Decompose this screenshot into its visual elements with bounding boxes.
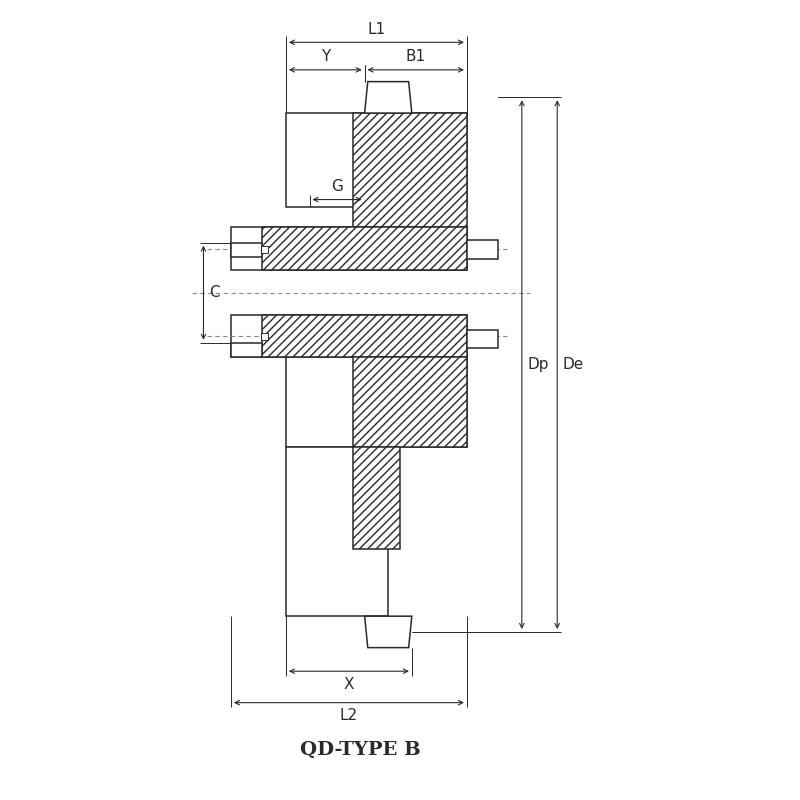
- Text: QD-TYPE B: QD-TYPE B: [300, 741, 421, 759]
- Bar: [286, 357, 467, 447]
- Bar: [467, 240, 498, 258]
- Bar: [262, 315, 467, 357]
- Text: Y: Y: [321, 50, 330, 64]
- Bar: [231, 315, 467, 357]
- Bar: [231, 242, 262, 257]
- Text: L1: L1: [367, 22, 386, 37]
- Bar: [261, 246, 268, 253]
- Bar: [231, 227, 467, 270]
- Bar: [353, 357, 467, 447]
- Text: L2: L2: [340, 708, 358, 723]
- Polygon shape: [365, 82, 412, 113]
- Text: C: C: [209, 285, 219, 300]
- Bar: [467, 330, 498, 348]
- Text: G: G: [331, 179, 343, 194]
- Text: B1: B1: [406, 50, 426, 64]
- Bar: [353, 447, 400, 550]
- Bar: [261, 333, 268, 340]
- Text: Dp: Dp: [527, 357, 549, 372]
- Polygon shape: [365, 616, 412, 648]
- Text: X: X: [344, 677, 354, 692]
- Bar: [353, 113, 467, 227]
- Bar: [262, 227, 467, 270]
- Bar: [286, 447, 388, 616]
- Text: De: De: [562, 357, 584, 372]
- Bar: [231, 342, 262, 357]
- Bar: [286, 113, 467, 207]
